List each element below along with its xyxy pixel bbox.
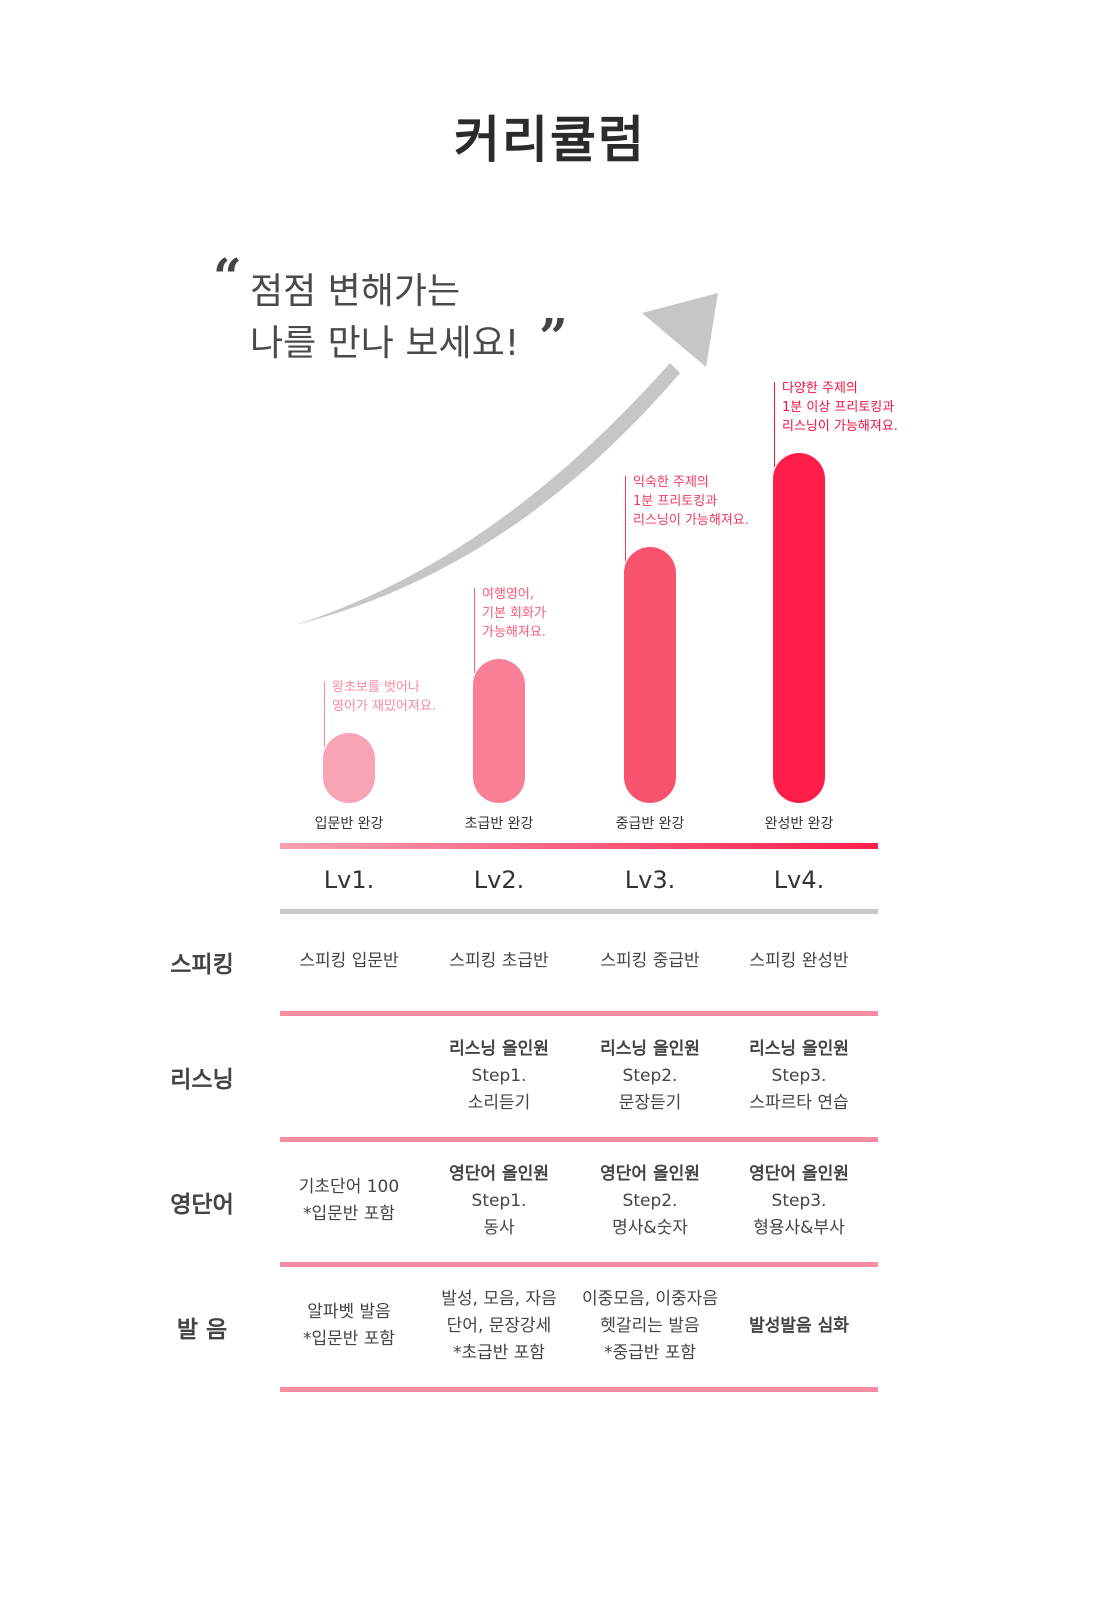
level-gradient-divider — [280, 843, 878, 849]
table-cell-line: 알파벳 발음 — [307, 1302, 391, 1322]
table-cell-line: 이중모음, 이중자음 — [582, 1288, 718, 1309]
table-cell-line: 스피킹 입문반 — [299, 950, 399, 971]
table-cell-line: 소리듣기 — [467, 1092, 531, 1113]
table-cell-line: 영단어 올인원 — [749, 1163, 849, 1184]
bar-label-3: 중급반 완강 — [615, 816, 685, 832]
note-connector-line — [625, 476, 626, 561]
row-header: 발 음 — [176, 1317, 228, 1343]
table-cell-line: 명사&숫자 — [612, 1217, 688, 1238]
row-divider — [280, 1262, 878, 1267]
header-divider — [280, 909, 878, 914]
table-cell: 영단어 올인원 Step2. 명사&숫자 — [565, 1161, 735, 1242]
table-cell: 영단어 올인원 Step3. 형용사&부사 — [714, 1161, 884, 1242]
table-cell-line: 기초단어 100 — [298, 1177, 400, 1197]
level-note-line: 다양한 주제의 — [782, 381, 858, 396]
table-cell: 스피킹 완성반 — [714, 948, 884, 975]
row-header: 리스닝 — [170, 1067, 234, 1093]
table-cell-line: 스파르타 연습 — [749, 1092, 849, 1113]
table-cell-line: 헷갈리는 발음 — [600, 1315, 700, 1336]
level-note-line: 여행영어, — [482, 587, 534, 602]
table-cell: 스피킹 입문반 — [264, 948, 434, 975]
table-cell-line: 문장듣기 — [618, 1092, 682, 1113]
table-cell-line: Step3. — [771, 1065, 827, 1086]
level-label-4: Lv4. — [773, 866, 825, 894]
note-connector-line — [774, 382, 775, 467]
open-quote-mark: “ — [213, 247, 242, 306]
table-cell: 리스닝 올인원 Step2. 문장듣기 — [565, 1036, 735, 1117]
level-note-line: 가능해져요. — [482, 625, 546, 640]
table-cell: 영단어 올인원 Step1. 동사 — [414, 1161, 584, 1242]
page-title: 커리큘럼 — [454, 111, 646, 169]
table-cell-line: 영단어 올인원 — [449, 1163, 549, 1184]
level-note-line: 1분 이상 프리토킹과 — [782, 400, 895, 415]
headline-line-2-text: 나를 만나 보세요! — [250, 323, 520, 364]
table-cell-line: 영단어 올인원 — [600, 1163, 700, 1184]
level-note-line: 1분 프리토킹과 — [633, 494, 718, 509]
row-divider — [280, 1387, 878, 1392]
table-cell: 스피킹 초급반 — [414, 948, 584, 975]
headline-line-1: 점점 변해가는 — [250, 271, 461, 312]
level-bar-4 — [773, 453, 825, 803]
table-cell-line: Step1. — [471, 1065, 527, 1086]
table-cell-line: 스피킹 초급반 — [449, 950, 549, 971]
table-cell-line: 발성, 모음, 자음 — [441, 1288, 557, 1309]
table-cell-line: *초급반 포함 — [452, 1342, 546, 1363]
level-note-line: 리스닝이 가능해져요. — [782, 419, 898, 434]
level-note-line: 기본 회화가 — [482, 606, 546, 621]
bar-label-1: 입문반 완강 — [314, 816, 384, 832]
table-cell: 기초단어 100 *입문반 포함 — [264, 1174, 434, 1228]
level-bar-1 — [323, 733, 375, 803]
table-cell: 알파벳 발음 *입문반 포함 — [264, 1299, 434, 1353]
headline-line-2: 나를 만나 보세요! — [250, 318, 519, 370]
table-cell-line: 형용사&부사 — [753, 1217, 845, 1238]
table-cell-line: 발성발음 심화 — [749, 1315, 849, 1336]
table-cell-line: 스피킹 중급반 — [600, 950, 700, 971]
table-cell: 스피킹 중급반 — [565, 948, 735, 975]
close-quote-mark: ” — [539, 307, 568, 366]
level-label-1: Lv1. — [323, 866, 375, 894]
row-divider — [280, 1011, 878, 1016]
table-cell: 리스닝 올인원 Step1. 소리듣기 — [414, 1036, 584, 1117]
table-cell-line: 동사 — [483, 1217, 515, 1238]
level-note-line: 영어가 재밌어져요. — [332, 699, 436, 714]
headline: 점점 변해가는 나를 만나 보세요! — [250, 266, 519, 370]
level-bar-2 — [473, 659, 525, 803]
table-cell-line: 단어, 문장강세 — [446, 1315, 552, 1336]
table-cell-line: *입문반 포함 — [302, 1204, 396, 1224]
row-divider — [280, 1137, 878, 1142]
table-cell-line: Step2. — [622, 1190, 678, 1211]
level-note-line: 리스닝이 가능해져요. — [633, 513, 749, 528]
row-header: 영단어 — [170, 1192, 234, 1218]
table-cell: 발성발음 심화 — [714, 1313, 884, 1340]
note-connector-line — [474, 588, 475, 673]
bar-label-2: 초급반 완강 — [464, 816, 534, 832]
level-note-line: 익숙한 주제의 — [633, 475, 709, 490]
row-header: 스피킹 — [170, 952, 234, 978]
level-label-3: Lv3. — [624, 866, 676, 894]
level-bar-3 — [624, 547, 676, 803]
table-cell: 리스닝 올인원 Step3. 스파르타 연습 — [714, 1036, 884, 1117]
table-cell-line: *중급반 포함 — [603, 1342, 697, 1363]
level-note-line: 왕초보를 벗어나 — [332, 680, 420, 695]
table-cell-line: 리스닝 올인원 — [749, 1038, 849, 1059]
table-cell-line: 스피킹 완성반 — [749, 950, 849, 971]
table-cell-line: 리스닝 올인원 — [449, 1038, 549, 1059]
bar-label-4: 완성반 완강 — [764, 816, 834, 832]
table-cell-line: Step1. — [471, 1190, 527, 1211]
level-label-2: Lv2. — [473, 866, 525, 894]
growth-arrow-icon — [295, 293, 718, 625]
note-connector-line — [324, 681, 325, 747]
table-cell-line: 리스닝 올인원 — [600, 1038, 700, 1059]
table-cell-line: Step2. — [622, 1065, 678, 1086]
table-cell-line: Step3. — [771, 1190, 827, 1211]
table-cell-line: *입문반 포함 — [302, 1329, 396, 1349]
